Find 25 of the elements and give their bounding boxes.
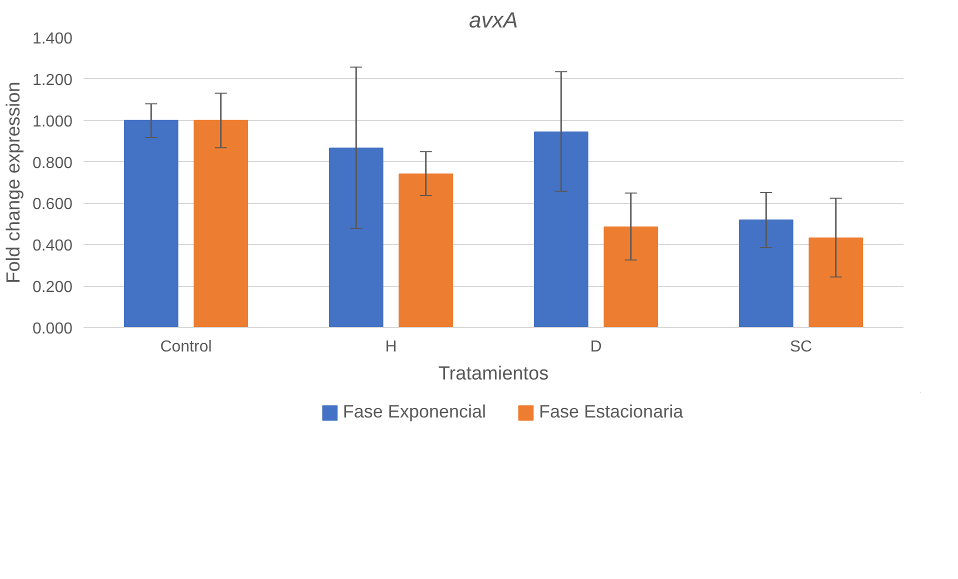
- x-tick-label: Control: [160, 338, 212, 356]
- y-tick-label: 0.000: [32, 320, 73, 338]
- y-tick-label: 0.200: [32, 279, 73, 296]
- x-tick-label: H: [385, 338, 397, 356]
- y-axis-title: Fold change expression: [3, 82, 24, 284]
- bar: [534, 131, 588, 328]
- x-axis-title: Tratamientos: [438, 364, 549, 384]
- x-tick-label: D: [590, 338, 602, 356]
- y-tick-label: 0.800: [32, 154, 73, 172]
- y-tick-label: 1.000: [32, 113, 73, 130]
- y-tick-label: 1.200: [32, 72, 73, 89]
- bar: [398, 174, 453, 328]
- legend-label: Fase Exponencial: [342, 402, 486, 422]
- chart-title: avxA: [469, 8, 518, 32]
- bar: [739, 219, 794, 328]
- y-tick-label: 1.400: [32, 30, 73, 48]
- y-tick-label: 0.600: [32, 196, 73, 214]
- bar: [194, 120, 248, 328]
- bar: [124, 120, 178, 328]
- x-tick-label: SC: [790, 338, 812, 356]
- legend-label: Fase Estacionaria: [539, 402, 684, 422]
- bar: [808, 238, 863, 328]
- bar: [604, 226, 658, 328]
- bar: [329, 148, 384, 328]
- y-tick-label: 0.400: [32, 238, 73, 255]
